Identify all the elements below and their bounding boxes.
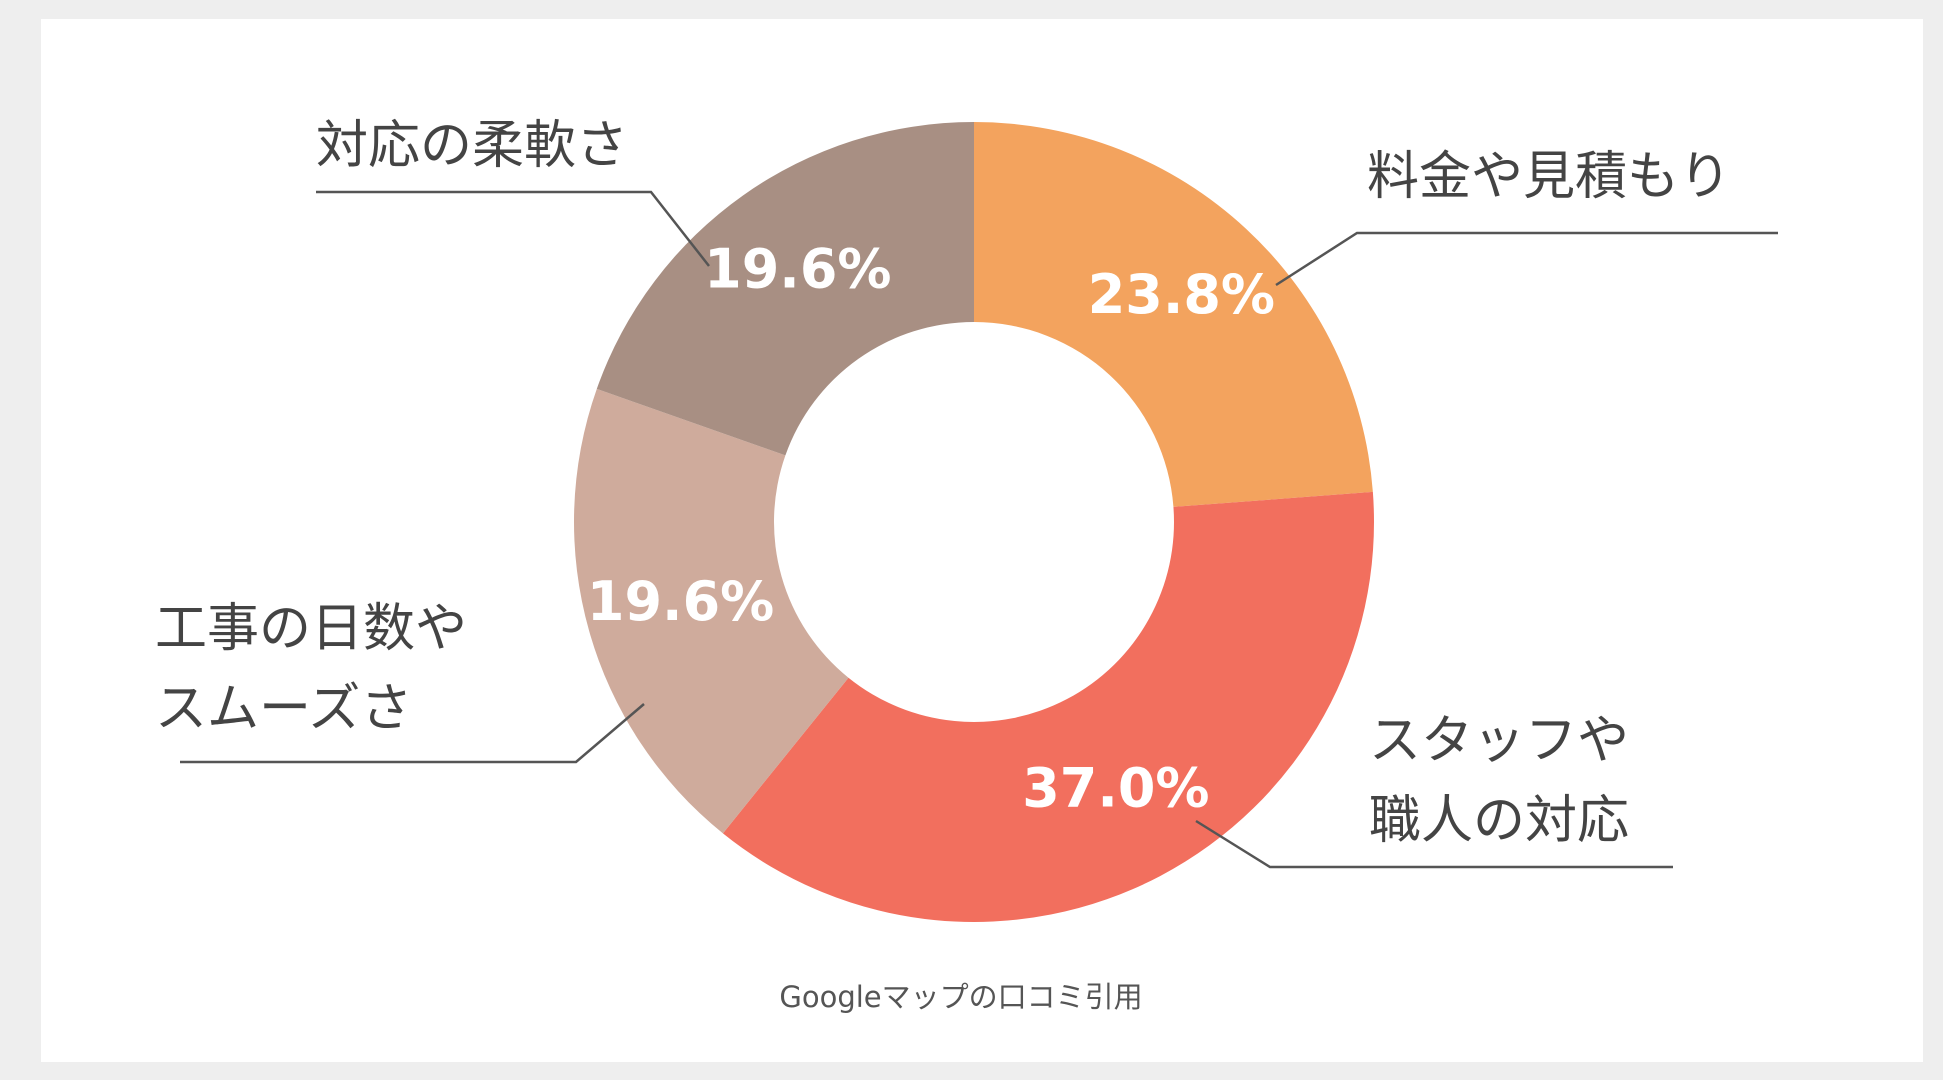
leader-line — [1275, 231, 1778, 287]
value-label: 23.8% — [1088, 263, 1275, 326]
leader-line — [316, 190, 710, 267]
category-label: 対応の柔軟さ — [316, 116, 629, 176]
caption: Googleマップの口コミ引用 — [779, 980, 1142, 1014]
leader-line — [1195, 819, 1673, 869]
category-label: 工事の日数や スムーズさ — [155, 599, 468, 739]
value-label: 19.6% — [704, 238, 891, 301]
leader-line — [180, 703, 645, 764]
category-label: 料金や見積もり — [1367, 147, 1732, 207]
donut-segment — [974, 122, 1373, 507]
value-label: 37.0% — [1022, 757, 1209, 820]
donut-segment — [722, 491, 1374, 922]
donut-segment — [596, 122, 974, 456]
category-label: スタッフや 職人の対応 — [1369, 711, 1630, 851]
value-label: 19.6% — [587, 570, 774, 633]
donut-segment — [574, 388, 849, 834]
